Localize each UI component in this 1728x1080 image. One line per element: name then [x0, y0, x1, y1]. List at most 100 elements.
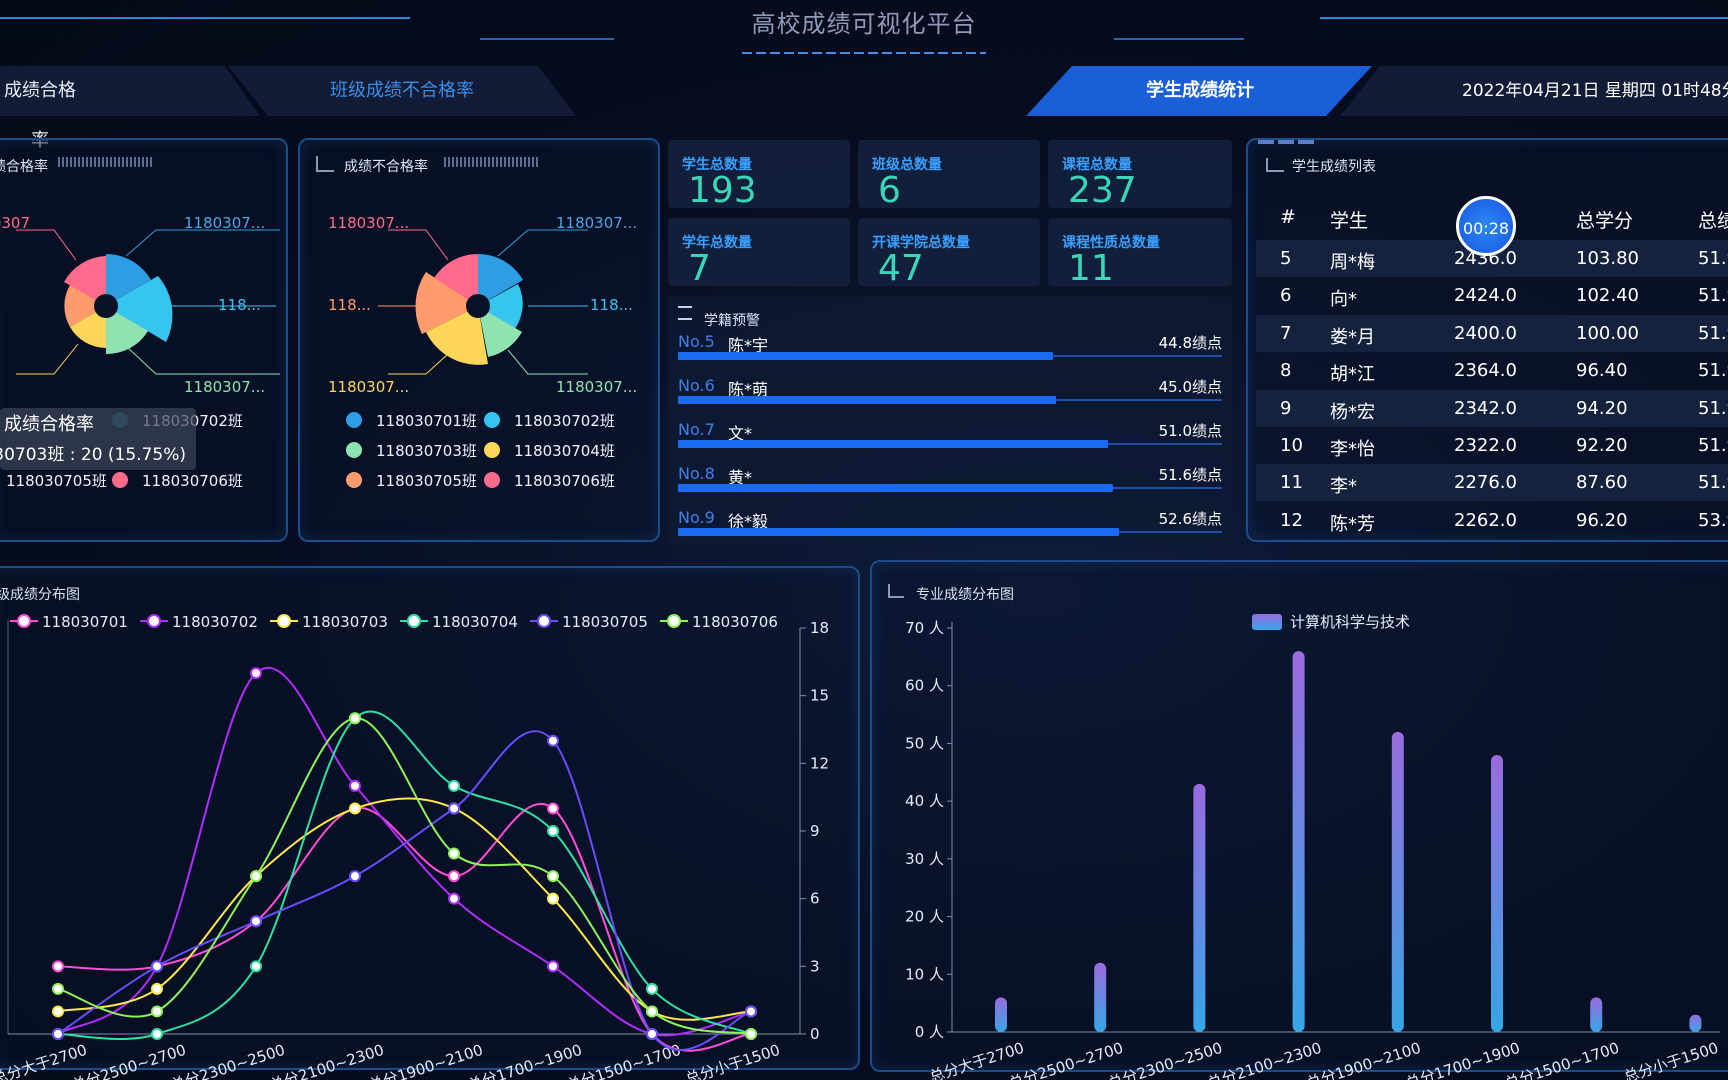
stat-value: 237 — [1068, 170, 1137, 211]
tab-bg-pass — [0, 66, 260, 116]
data-point — [448, 802, 460, 815]
stat-label: 学生总数量 — [682, 157, 752, 173]
warning-panel — [668, 296, 1232, 546]
table-row[interactable]: 8 胡*江 2364.0 96.40 51.9 — [1256, 352, 1728, 389]
table-row[interactable]: 6 向* 2424.0 102.40 51.9 — [1256, 277, 1728, 314]
pass-pie-label-1: 1180307... — [0, 214, 30, 232]
panel-deco — [1258, 140, 1314, 144]
row-gpa: 51.9 — [1698, 360, 1728, 382]
warning-row[interactable]: No.5 陈*宇 44.8绩点 — [678, 332, 1222, 376]
pie-slice — [106, 254, 151, 306]
row-score: 2276.0 — [1454, 472, 1517, 494]
row-student: 胡*江 — [1330, 364, 1375, 386]
legend-label: 118030704 — [432, 613, 518, 631]
row-score: 2364.0 — [1454, 360, 1517, 382]
y-tick-label: 0 人 — [915, 1023, 944, 1041]
tooltip-value: 118030703班 : 20 (15.75%) — [0, 445, 186, 465]
fail-legend-item[interactable]: 118030706班 — [514, 472, 615, 490]
pie-slice — [478, 284, 523, 330]
data-point — [547, 892, 559, 905]
row-student: 周*梅 — [1330, 252, 1375, 273]
row-credit: 96.40 — [1576, 360, 1628, 382]
fail-legend-item[interactable]: 118030702班 — [514, 412, 615, 430]
warning-row[interactable]: No.8 黄* 51.6绩点 — [678, 464, 1222, 508]
legend-dot — [484, 442, 500, 458]
data-point — [151, 1005, 163, 1018]
table-row[interactable]: 7 娄*月 2400.0 100.00 51.9 — [1256, 314, 1728, 352]
warning-rank: No.5 — [678, 332, 715, 351]
bar — [995, 997, 1007, 1032]
stat-value: 11 — [1068, 248, 1114, 289]
data-point — [646, 1028, 658, 1040]
page-title: 高校成绩可视化平台 — [751, 10, 977, 38]
x-tick-label: 总分2300~2500 — [1106, 1039, 1225, 1080]
warning-row[interactable]: No.6 陈*萌 45.0绩点 — [678, 376, 1222, 420]
fail-legend-item[interactable]: 118030701班 — [376, 412, 477, 430]
header-line-left — [0, 17, 410, 19]
tab-student-stats[interactable]: 学生成绩统计 — [1146, 80, 1254, 101]
table-row[interactable]: 9 杨*宏 2342.0 94.20 51.9 — [1256, 389, 1728, 427]
stat-label: 班级总数量 — [872, 157, 942, 173]
timer-badge[interactable]: 00:28 — [1456, 196, 1516, 256]
pass-pie-label-4: 1180307... — [184, 378, 266, 396]
tab-bg-fail — [228, 66, 576, 116]
data-point — [547, 870, 559, 883]
x-tick-label: 总分小于1500 — [1622, 1039, 1721, 1080]
chart-icon — [316, 156, 334, 172]
warning-row[interactable]: No.7 文* 51.0绩点 — [678, 420, 1222, 464]
tab-pass-rate[interactable]: 成绩合格率 — [4, 80, 76, 151]
row-student: 杨*宏 — [1330, 401, 1375, 423]
data-point — [250, 960, 262, 973]
fail-legend-item[interactable]: 118030703班 — [376, 442, 477, 460]
warning-title: 学籍预警 — [704, 313, 760, 329]
pass-legend-item[interactable]: 118030706班 — [142, 472, 243, 490]
fail-legend-item[interactable]: 118030704班 — [514, 442, 615, 460]
pie-slice — [478, 254, 523, 306]
data-point — [547, 802, 559, 815]
row-student: 李* — [1330, 476, 1357, 498]
col-header-index: # — [1280, 206, 1296, 228]
warning-gpa: 52.6绩点 — [1158, 510, 1222, 528]
row-student: 李*怡 — [1330, 439, 1375, 460]
fail-legend-item[interactable]: 118030705班 — [376, 472, 477, 490]
data-point — [151, 1028, 163, 1040]
pie-slice — [70, 306, 106, 348]
x-tick-label: 总分2500~2700 — [70, 1041, 189, 1080]
warning-gpa: 51.6绩点 — [1158, 466, 1222, 484]
series-line — [57, 717, 752, 1035]
x-tick-label: 总分2300~2500 — [169, 1041, 288, 1080]
tab-fail-rate[interactable]: 班级成绩不合格率 — [330, 80, 474, 101]
stat-value: 47 — [878, 248, 924, 289]
x-tick-label: 总分1900~2100 — [367, 1041, 486, 1080]
table-row[interactable]: 12 陈*芳 2262.0 96.20 53.9 — [1256, 502, 1728, 539]
x-tick-label: 总分1700~1900 — [466, 1041, 585, 1080]
warning-progress-bar — [678, 352, 1054, 360]
warning-progress-bar — [678, 440, 1108, 448]
row-index: 6 — [1280, 285, 1292, 307]
data-point — [52, 1028, 64, 1040]
warning-row[interactable]: No.9 徐*毅 52.6绩点 — [678, 508, 1222, 552]
fail-pie-chart — [378, 229, 588, 375]
table-row[interactable]: 5 周*梅 2436.0 103.80 51.9 — [1256, 240, 1728, 277]
data-point — [547, 960, 559, 973]
pie-slice — [426, 306, 488, 365]
legend-label: 计算机科学与技术 — [1290, 613, 1410, 631]
pass-rate-panel — [0, 138, 288, 542]
data-point — [349, 802, 361, 815]
pass-legend-item[interactable]: 118030705班 — [6, 472, 107, 490]
y-tick-label: 3 — [810, 957, 820, 975]
stat-card: 学生总数量 193 — [668, 140, 850, 211]
stat-card: 开课学院总数量 47 — [858, 218, 1040, 289]
warning-progress-bar — [678, 484, 1114, 492]
stat-card: 班级总数量 6 — [858, 140, 1040, 211]
pass-pie-chart — [16, 229, 280, 375]
table-row[interactable]: 11 李* 2276.0 87.60 51.9 — [1256, 464, 1728, 502]
legend-dot — [346, 442, 362, 458]
datetime-display: 2022年04月21日 星期四 01时48分 — [1462, 81, 1728, 101]
row-score: 2424.0 — [1454, 285, 1517, 307]
pass-pie-label-3: 118... — [218, 296, 261, 314]
data-point — [250, 870, 262, 883]
y-tick-label: 10 人 — [905, 965, 944, 983]
table-row[interactable]: 10 李*怡 2322.0 92.20 51.9 — [1256, 427, 1728, 464]
stat-card: 学年总数量 7 — [668, 218, 850, 289]
